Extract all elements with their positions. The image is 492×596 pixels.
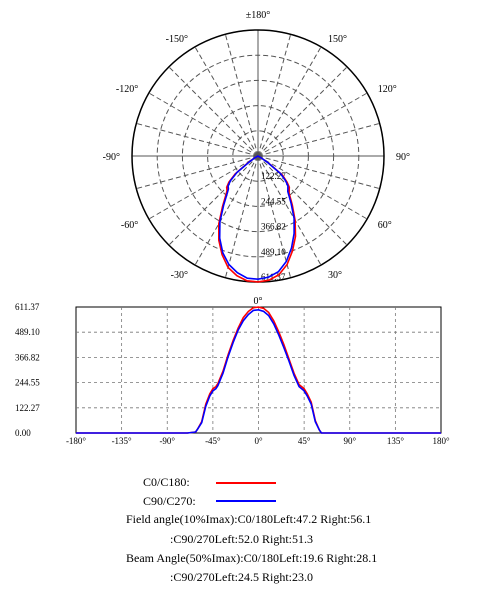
polar-angle-label: -60° — [121, 220, 138, 231]
polar-ring — [207, 105, 309, 207]
linear-x-tick: -180° — [66, 436, 86, 446]
polar-spoke — [257, 34, 292, 157]
polar-radial-label: 122.27 — [261, 171, 286, 181]
linear-x-tick: 45° — [298, 436, 311, 446]
polar-spoke — [257, 155, 380, 190]
polar-spoke — [224, 155, 259, 278]
polar-spoke — [257, 66, 348, 157]
linear-y-tick: 489.10 — [15, 327, 40, 337]
linear-series-c90 — [76, 308, 441, 434]
linear-x-tick: 180° — [432, 436, 450, 446]
linear-y-tick: 0.00 — [15, 428, 31, 438]
polar-angle-label: ±180° — [246, 10, 271, 21]
field-angle-c90: :C90/270Left:52.0 Right:51.3 — [170, 532, 313, 546]
linear-x-tick: 90° — [343, 436, 356, 446]
polar-radial-label: 244.55 — [261, 196, 286, 206]
polar-spoke — [168, 66, 259, 157]
polar-spoke — [257, 155, 322, 266]
beam-angle-c90: :C90/270Left:24.5 Right:23.0 — [170, 570, 313, 584]
polar-radial-label: 366.82 — [261, 222, 286, 232]
polar-angle-label: 90° — [396, 152, 410, 163]
polar-spoke — [168, 155, 259, 246]
polar-spoke — [257, 155, 368, 220]
polar-angle-label: 0° — [254, 296, 263, 307]
polar-radial-label: 489.10 — [261, 247, 286, 257]
polar-angle-label: -30° — [171, 270, 188, 281]
linear-x-tick: -135° — [112, 436, 132, 446]
field-angle-c0: Field angle(10%Imax):C0/180Left:47.2 Rig… — [126, 512, 372, 526]
linear-y-tick: 244.55 — [15, 378, 40, 388]
polar-spoke — [257, 46, 322, 157]
polar-spoke — [194, 46, 259, 157]
polar-spoke — [136, 155, 259, 190]
polar-angle-label: 120° — [378, 84, 397, 95]
polar-ring — [156, 54, 360, 258]
linear-x-tick: 0° — [254, 436, 263, 446]
polar-ring — [181, 79, 335, 233]
polar-series-c90 — [218, 155, 295, 281]
legend-c0-line — [216, 482, 276, 484]
linear-chart: -180° -135° -90° -45° 0° 45° 90° 135° 180° 0.00 12… — [15, 302, 450, 446]
polar-angle-label: 150° — [328, 34, 347, 45]
linear-x-tick: -90° — [159, 436, 175, 446]
polar-angle-label: -120° — [116, 84, 138, 95]
polar-spoke — [257, 155, 292, 278]
polar-spoke — [257, 122, 380, 157]
polar-angle-label: -90° — [103, 152, 120, 163]
polar-angle-label: -150° — [166, 34, 188, 45]
polar-spoke — [257, 92, 368, 157]
polar-spoke — [224, 34, 259, 157]
linear-x-tick: -45° — [205, 436, 221, 446]
linear-x-tick: 135° — [387, 436, 405, 446]
beam-angle-c0: Beam Angle(50%Imax):C0/180Left:19.6 Righ… — [126, 551, 378, 565]
polar-spoke — [136, 122, 259, 157]
polar-angle-label: 30° — [328, 270, 342, 281]
linear-y-tick: 122.27 — [15, 403, 40, 413]
legend-c90-line — [216, 500, 276, 502]
legend-c90-label: C90/C270: — [143, 494, 196, 508]
polar-ring — [232, 130, 284, 182]
polar-chart: ±180° 150° 120° 90° 60° 30° 0° -30° -60° -90° -120… — [103, 10, 410, 307]
polar-spoke — [194, 155, 259, 266]
polar-spoke — [148, 155, 259, 220]
polar-angle-label: 60° — [378, 220, 392, 231]
polar-spoke — [148, 92, 259, 157]
linear-y-tick: 611.37 — [15, 302, 40, 312]
legend-c0-label: C0/C180: — [143, 475, 190, 489]
linear-y-tick: 366.82 — [15, 352, 40, 362]
polar-spoke — [257, 155, 348, 246]
